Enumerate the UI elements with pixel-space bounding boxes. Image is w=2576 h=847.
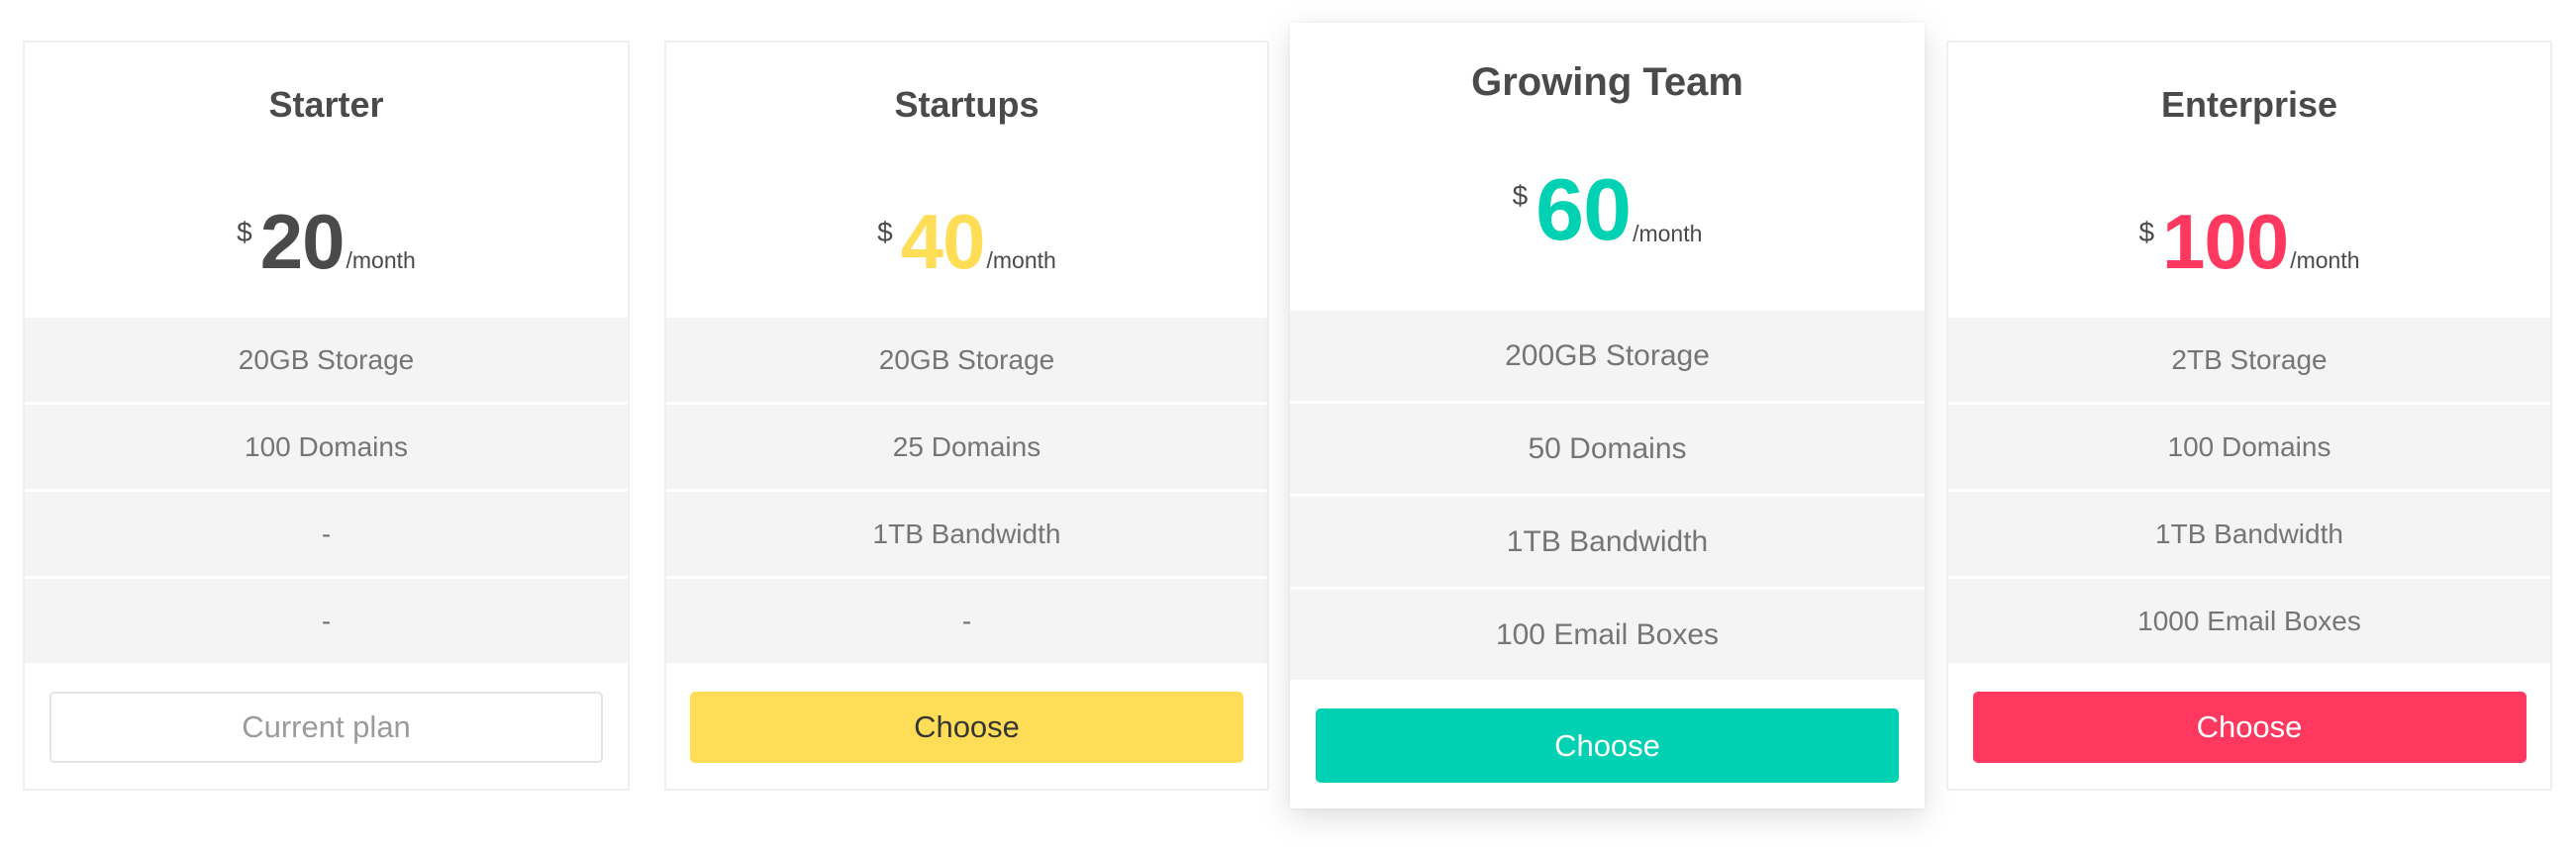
plan-card-growing-team: Growing Team $ 60 /month 200GB Storage 50… bbox=[1290, 23, 1925, 808]
feature-row: - bbox=[666, 579, 1267, 666]
plan-footer: Current plan bbox=[25, 666, 628, 789]
price-period: /month bbox=[986, 247, 1056, 273]
plan-header: Enterprise $ 100 /month bbox=[1948, 43, 2550, 318]
feature-row: 1000 Email Boxes bbox=[1948, 579, 2550, 666]
price-amount: 60 bbox=[1536, 160, 1632, 258]
feature-row: 1TB Bandwidth bbox=[1948, 492, 2550, 579]
feature-row: - bbox=[25, 492, 628, 579]
plan-title: Growing Team bbox=[1471, 60, 1743, 104]
plan-price: $ 20 /month bbox=[237, 203, 416, 280]
price-period: /month bbox=[346, 247, 416, 273]
price-amount: 40 bbox=[900, 198, 986, 285]
feature-row: 25 Domains bbox=[666, 405, 1267, 492]
plan-price: $ 40 /month bbox=[877, 203, 1056, 280]
plan-footer: Choose bbox=[1948, 666, 2550, 789]
feature-row: 20GB Storage bbox=[25, 318, 628, 405]
plan-price: $ 60 /month bbox=[1513, 166, 1703, 253]
plan-card-startups: Startups $ 40 /month 20GB Storage 25 Doma… bbox=[664, 41, 1269, 791]
plan-header: Growing Team $ 60 /month bbox=[1290, 23, 1925, 311]
feature-row: 100 Email Boxes bbox=[1290, 590, 1925, 683]
plan-footer: Choose bbox=[1290, 683, 1925, 808]
plan-header: Startups $ 40 /month bbox=[666, 43, 1267, 318]
plan-price: $ 100 /month bbox=[2138, 203, 2359, 280]
currency-symbol: $ bbox=[237, 217, 252, 247]
feature-row: 100 Domains bbox=[25, 405, 628, 492]
feature-row: - bbox=[25, 579, 628, 666]
choose-button[interactable]: Choose bbox=[1316, 708, 1899, 783]
plan-footer: Choose bbox=[666, 666, 1267, 789]
plan-header: Starter $ 20 /month bbox=[25, 43, 628, 318]
feature-row: 100 Domains bbox=[1948, 405, 2550, 492]
price-period: /month bbox=[2290, 247, 2360, 273]
feature-row: 2TB Storage bbox=[1948, 318, 2550, 405]
plan-card-starter: Starter $ 20 /month 20GB Storage 100 Doma… bbox=[23, 41, 630, 791]
plan-card-enterprise: Enterprise $ 100 /month 2TB Storage 100 D… bbox=[1946, 41, 2552, 791]
price-amount: 20 bbox=[259, 198, 346, 285]
price-amount: 100 bbox=[2162, 198, 2289, 285]
feature-row: 50 Domains bbox=[1290, 404, 1925, 497]
plan-title: Startups bbox=[894, 84, 1040, 125]
choose-button[interactable]: Choose bbox=[1972, 692, 2526, 763]
feature-row: 20GB Storage bbox=[666, 318, 1267, 405]
feature-row: 1TB Bandwidth bbox=[666, 492, 1267, 579]
currency-symbol: $ bbox=[1512, 180, 1529, 211]
feature-row: 200GB Storage bbox=[1290, 311, 1925, 404]
currency-symbol: $ bbox=[2138, 217, 2155, 247]
price-period: /month bbox=[1633, 221, 1703, 246]
currency-symbol: $ bbox=[877, 217, 893, 247]
plan-title: Enterprise bbox=[2160, 84, 2338, 125]
plan-title: Starter bbox=[268, 84, 384, 125]
choose-button[interactable]: Choose bbox=[690, 692, 1243, 763]
current-plan-button[interactable]: Current plan bbox=[50, 692, 603, 763]
feature-row: 1TB Bandwidth bbox=[1290, 497, 1925, 590]
